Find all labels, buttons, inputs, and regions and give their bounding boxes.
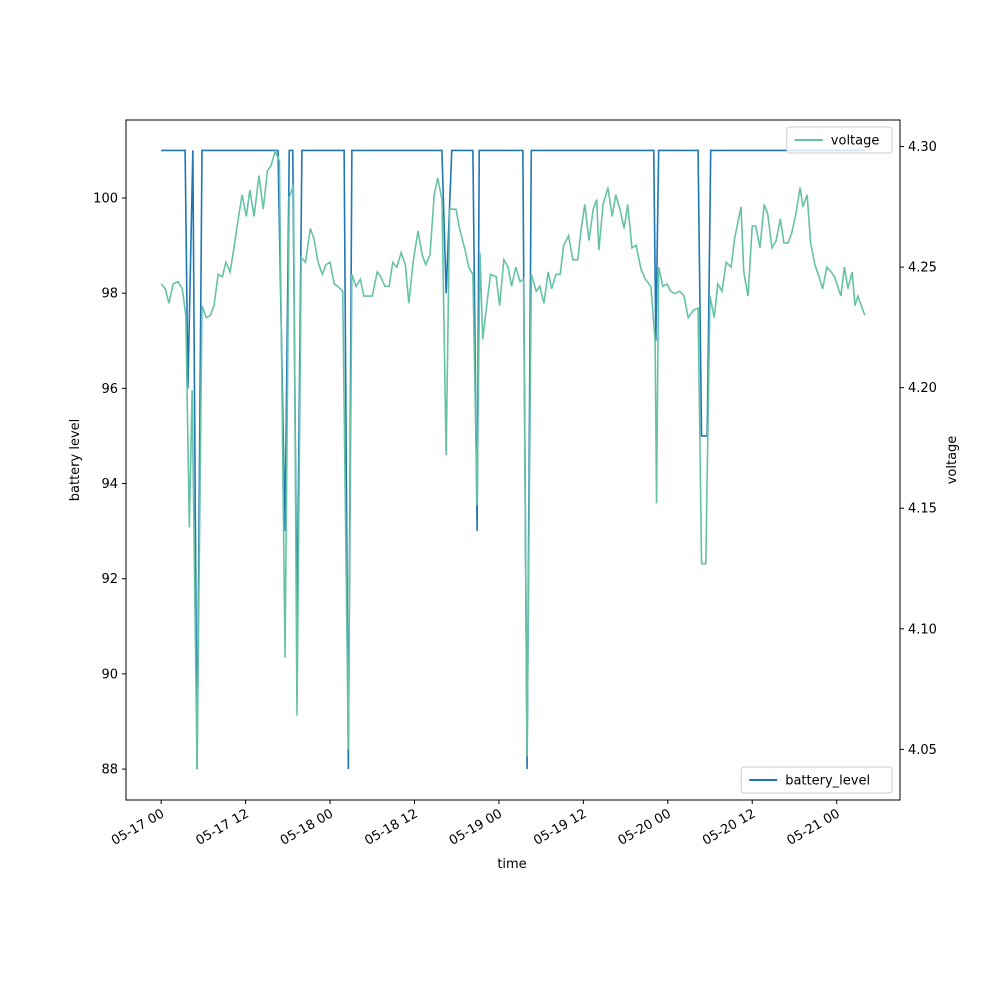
legend-label: battery_level xyxy=(785,774,870,789)
y-axis-label: battery level xyxy=(68,419,83,502)
y2-tick-label: 4.05 xyxy=(908,743,937,758)
y2-tick-label: 4.25 xyxy=(908,261,937,276)
y-tick-label: 90 xyxy=(101,667,118,682)
y2-tick-label: 4.10 xyxy=(908,622,937,637)
x-tick-label: 05-17 12 xyxy=(193,806,251,848)
legend-box xyxy=(740,766,893,794)
plot-frame xyxy=(125,119,901,801)
x-tick-label: 05-19 12 xyxy=(531,806,589,848)
line-series xyxy=(160,149,866,769)
y-tick-label: 96 xyxy=(101,382,118,397)
x-tick-label: 05-19 00 xyxy=(447,806,505,848)
x-tick-label: 05-18 12 xyxy=(362,806,420,848)
legend-label: voltage xyxy=(831,134,880,149)
x-axis-label: time xyxy=(497,857,526,872)
y2-tick-label: 4.15 xyxy=(908,502,937,517)
y-tick-label: 98 xyxy=(101,287,118,302)
y-tick-label: 92 xyxy=(101,572,118,587)
y2-tick-label: 4.20 xyxy=(908,381,937,396)
y2-axis-label: voltage xyxy=(945,436,960,485)
y2-tick-label: 4.30 xyxy=(908,140,937,155)
legend-box xyxy=(786,126,893,154)
line-series xyxy=(161,149,865,770)
y-tick-label: 100 xyxy=(93,192,118,207)
x-tick-label: 05-18 00 xyxy=(278,806,336,848)
x-tick-label: 05-21 00 xyxy=(785,806,843,848)
y-tick-label: 94 xyxy=(101,477,118,492)
y-tick-label: 88 xyxy=(101,763,118,778)
x-tick-label: 05-17 00 xyxy=(109,806,167,848)
x-tick-label: 05-20 12 xyxy=(700,806,758,848)
x-tick-label: 05-20 00 xyxy=(616,806,674,848)
